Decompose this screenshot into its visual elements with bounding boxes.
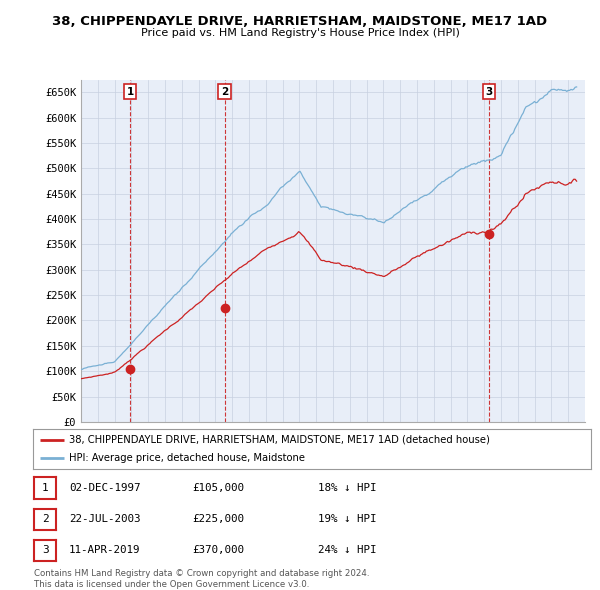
Text: 3: 3 bbox=[485, 87, 493, 97]
Text: 18% ↓ HPI: 18% ↓ HPI bbox=[318, 483, 377, 493]
Text: Contains HM Land Registry data © Crown copyright and database right 2024.
This d: Contains HM Land Registry data © Crown c… bbox=[34, 569, 370, 589]
Text: HPI: Average price, detached house, Maidstone: HPI: Average price, detached house, Maid… bbox=[69, 453, 305, 463]
Text: 38, CHIPPENDAYLE DRIVE, HARRIETSHAM, MAIDSTONE, ME17 1AD (detached house): 38, CHIPPENDAYLE DRIVE, HARRIETSHAM, MAI… bbox=[69, 435, 490, 445]
Text: 38, CHIPPENDAYLE DRIVE, HARRIETSHAM, MAIDSTONE, ME17 1AD: 38, CHIPPENDAYLE DRIVE, HARRIETSHAM, MAI… bbox=[52, 15, 548, 28]
Text: 3: 3 bbox=[42, 546, 49, 555]
Text: 1: 1 bbox=[42, 483, 49, 493]
Text: £370,000: £370,000 bbox=[192, 546, 244, 555]
Text: £225,000: £225,000 bbox=[192, 514, 244, 524]
Text: 2: 2 bbox=[42, 514, 49, 524]
Text: 2: 2 bbox=[221, 87, 228, 97]
Text: 22-JUL-2003: 22-JUL-2003 bbox=[69, 514, 140, 524]
Text: 11-APR-2019: 11-APR-2019 bbox=[69, 546, 140, 555]
Text: 1: 1 bbox=[127, 87, 134, 97]
Text: £105,000: £105,000 bbox=[192, 483, 244, 493]
Text: 02-DEC-1997: 02-DEC-1997 bbox=[69, 483, 140, 493]
Text: Price paid vs. HM Land Registry's House Price Index (HPI): Price paid vs. HM Land Registry's House … bbox=[140, 28, 460, 38]
Text: 19% ↓ HPI: 19% ↓ HPI bbox=[318, 514, 377, 524]
Text: 24% ↓ HPI: 24% ↓ HPI bbox=[318, 546, 377, 555]
